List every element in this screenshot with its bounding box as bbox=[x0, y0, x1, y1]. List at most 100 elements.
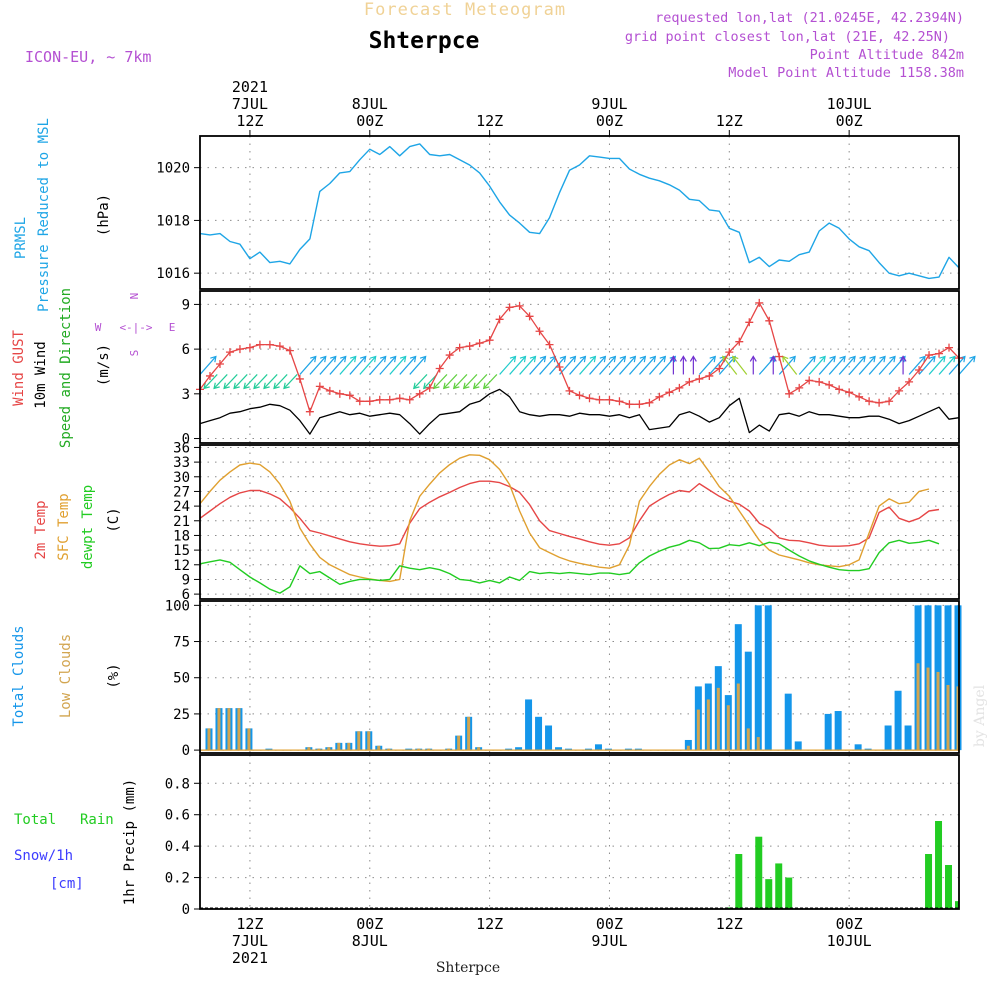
gust-marker bbox=[665, 388, 674, 397]
low-cloud-bar bbox=[696, 709, 700, 751]
total-cloud-bar bbox=[954, 605, 962, 751]
rain-bar bbox=[945, 865, 953, 909]
gust-marker bbox=[755, 298, 764, 307]
compass-arrow: <-|-> bbox=[119, 321, 152, 334]
wind-arrow-head bbox=[432, 382, 440, 390]
wind-arrow-head bbox=[243, 382, 250, 390]
wind-arrow-head bbox=[949, 355, 956, 363]
wind-arrow-head bbox=[330, 355, 337, 363]
wind-arrow bbox=[319, 356, 337, 375]
gust-marker bbox=[685, 377, 694, 386]
wind-arrow bbox=[659, 356, 676, 375]
gust-marker bbox=[515, 301, 524, 310]
ytick-label-precip-1: 0.2 bbox=[165, 871, 190, 887]
ytick-label-wind-2: 6 bbox=[182, 342, 190, 358]
wind-arrow bbox=[798, 356, 816, 375]
gust-marker bbox=[635, 400, 644, 409]
wind-arrow bbox=[958, 356, 976, 375]
watermark: by Angel bbox=[972, 684, 988, 747]
wind-arrow bbox=[579, 356, 596, 375]
low-cloud-bar bbox=[227, 708, 231, 751]
gust-marker bbox=[775, 352, 784, 361]
gust-marker bbox=[705, 371, 714, 380]
gust-marker bbox=[745, 318, 754, 327]
ytick-label-clouds-2: 50 bbox=[173, 671, 190, 687]
gust-marker bbox=[425, 383, 434, 392]
ytick-label-precip-4: 0.8 bbox=[165, 776, 190, 792]
low-cloud-bar bbox=[956, 686, 960, 751]
total-cloud-bar bbox=[265, 748, 273, 751]
low-cloud-bar bbox=[457, 735, 461, 751]
gust-marker bbox=[435, 364, 444, 373]
low-cloud-bar bbox=[726, 705, 730, 751]
bottom-time-label-1-1: 8JUL bbox=[352, 932, 388, 950]
low-cloud-bar bbox=[307, 747, 311, 751]
top-time-label-3-0: 9JUL bbox=[591, 95, 627, 113]
rain-bar bbox=[785, 877, 793, 909]
wind-arrow-head bbox=[769, 355, 776, 363]
ytick-label-temperature-10: 36 bbox=[173, 440, 190, 456]
wind-arrow bbox=[818, 356, 836, 375]
wind-arrow bbox=[778, 356, 796, 375]
low-cloud-bar bbox=[357, 731, 361, 751]
wind-arrow-head bbox=[619, 355, 627, 363]
low-cloud-bar bbox=[746, 728, 750, 751]
pressure-unit-label: (hPa) bbox=[96, 194, 112, 236]
wind-arrow-head bbox=[320, 355, 327, 363]
wind-arrow bbox=[299, 356, 317, 375]
gust-marker bbox=[655, 392, 664, 401]
info-model-altitude: Model Point Altitude 1158.38m bbox=[728, 65, 964, 81]
pressure-labels: PRMSL Pressure Reduced to MSL (hPa) bbox=[13, 118, 112, 312]
gust-marker bbox=[315, 382, 324, 391]
gust-marker bbox=[555, 363, 564, 371]
low-cloud-bar bbox=[686, 745, 690, 751]
compass-w: W bbox=[95, 321, 102, 334]
low-cloud-bar bbox=[347, 742, 351, 751]
gust-marker bbox=[765, 316, 774, 325]
wind-arrow bbox=[808, 356, 826, 375]
wind-arrow-head bbox=[253, 382, 260, 390]
gust-marker bbox=[275, 342, 284, 351]
gust-marker bbox=[535, 327, 544, 336]
bottom-time-label-4-0: 12Z bbox=[716, 915, 743, 933]
model-label: ICON-EU, ~ 7km bbox=[25, 48, 151, 66]
rain-bar bbox=[735, 854, 743, 909]
low-cloud-bar bbox=[477, 747, 481, 751]
gust-marker bbox=[625, 400, 634, 409]
wind-arrow-head bbox=[589, 355, 597, 363]
wind-arrow bbox=[233, 374, 248, 389]
gust-marker bbox=[605, 395, 614, 404]
low-cloud-bar bbox=[247, 728, 251, 751]
wind-arrow bbox=[263, 374, 278, 389]
precip-labels: Total Rain Snow/1h [cm] 1hr Precip (mm) bbox=[14, 779, 138, 905]
pressure-line bbox=[199, 143, 960, 280]
rain-bar bbox=[765, 879, 773, 909]
wind-arrow-head bbox=[569, 355, 577, 363]
wind-arrow bbox=[848, 356, 866, 375]
wind-arrow bbox=[698, 356, 716, 375]
wind-arrow bbox=[283, 374, 298, 389]
wind-arrow bbox=[359, 356, 377, 375]
bottom-time-label-1-0: 00Z bbox=[356, 915, 383, 933]
low-cloud-bar bbox=[207, 728, 211, 751]
chart-title: Forecast Meteogram bbox=[364, 0, 566, 20]
wind-arrow-head bbox=[559, 355, 567, 363]
low-cloud-bar bbox=[716, 687, 720, 751]
bottom-time-label-5-0: 00Z bbox=[836, 915, 863, 933]
wind-arrow-head bbox=[223, 382, 230, 390]
rain-bar bbox=[755, 836, 763, 909]
ytick-label-temperature-9: 33 bbox=[173, 455, 190, 471]
wind-arrow bbox=[389, 356, 407, 375]
wind-arrow bbox=[609, 356, 626, 375]
top-time-label-1-1: 00Z bbox=[356, 112, 383, 130]
low-cloud-bar bbox=[387, 748, 391, 751]
gust-marker bbox=[355, 397, 364, 406]
wind-arrow bbox=[758, 356, 776, 375]
speed-direction-label: Speed and Direction bbox=[58, 288, 74, 448]
wind-arrow bbox=[948, 356, 966, 375]
wind-arrow bbox=[433, 374, 448, 389]
wind-arrow bbox=[369, 356, 387, 375]
gust-label: Wind GUST bbox=[11, 330, 27, 406]
wind-arrow-head bbox=[283, 382, 290, 390]
